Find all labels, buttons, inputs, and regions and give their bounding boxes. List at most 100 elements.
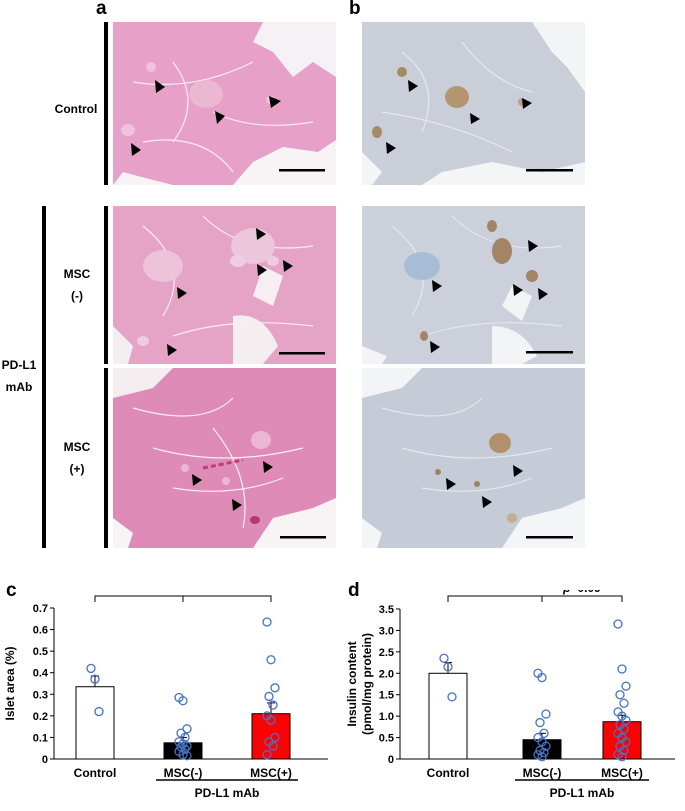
chart-d-insulin-content: 0 0.5 1.0 1.5 2.0 2.5 3.0 3.5 Insulin content (pm… [342, 581, 685, 806]
y-axis-label: Islet area (%) [3, 646, 17, 720]
row-label-msc-neg-line1: MSC [63, 267, 91, 281]
category-label: MSC(-) [164, 766, 203, 780]
row-label-pdl1-line2: mAb [5, 380, 33, 394]
y-axis-label-line2: (pmol/mg protein) [360, 633, 374, 735]
data-point [262, 750, 272, 760]
data-point [270, 683, 280, 693]
data-point [266, 655, 276, 665]
y-axis-label-line1: Insulin content [345, 641, 359, 726]
data-point [182, 751, 192, 761]
row-label-pdl1-line1: PD-L1 [1, 358, 37, 372]
category-label: Control [74, 766, 117, 780]
data-point [619, 724, 629, 734]
group-label: PD-L1 mAb [195, 786, 260, 800]
row-label-msc-pos: MSC (+) [52, 436, 102, 480]
chart-c-islet-area: 0 0.1 0.2 0.3 0.4 0.5 0.6 0.7 Islet area (%) Cont… [0, 581, 340, 806]
significance-bracket [447, 595, 543, 602]
significance-bracket [541, 595, 623, 602]
data-point [619, 698, 629, 708]
panel-letter-b: b [349, 0, 361, 19]
data-point [613, 619, 623, 629]
y-tick-label: 1.0 [379, 711, 394, 723]
he-micrograph-msc-neg [113, 206, 336, 364]
ihc-micrograph-control [362, 22, 585, 185]
row-label-pdl1: PD-L1 mAb [0, 354, 42, 398]
significance-label: * [225, 590, 230, 595]
y-tick-label: 0.4 [33, 668, 49, 680]
row-label-control: Control [54, 102, 98, 116]
panel-letter-a: a [96, 0, 107, 19]
data-point [615, 690, 625, 700]
data-point [621, 737, 631, 747]
msc-neg-row-bracket [104, 206, 108, 364]
data-point [86, 663, 96, 674]
bar-control [428, 672, 468, 760]
data-point [621, 715, 631, 726]
he-micrograph-control [113, 22, 336, 185]
data-point [94, 706, 104, 717]
ihc-micrograph-msc-pos [362, 368, 585, 548]
panel-letter-d: d [348, 580, 360, 601]
data-point [541, 709, 551, 719]
y-tick-label: 0.5 [33, 646, 48, 658]
data-point [270, 732, 280, 743]
data-point [182, 724, 192, 734]
msc-pos-row-bracket [104, 368, 108, 548]
y-tick-label: 0.5 [379, 733, 394, 745]
data-point [443, 662, 453, 672]
ihc-micrograph-msc-neg [362, 206, 585, 364]
row-label-msc-neg: MSC (-) [52, 263, 102, 307]
data-point [617, 752, 627, 762]
y-tick-label: 3.0 [379, 625, 394, 637]
category-label: MSC(+) [250, 766, 292, 780]
panel-letter-c: c [6, 580, 17, 601]
data-point [619, 745, 629, 756]
significance-p-value: =0.09 [570, 590, 601, 595]
data-point [447, 692, 457, 702]
y-tick-label: 0.1 [33, 732, 48, 744]
row-label-msc-pos-line1: MSC [63, 440, 91, 454]
y-tick-label: 0.6 [33, 625, 48, 637]
data-point [539, 728, 549, 738]
y-tick-label: 2.5 [379, 647, 394, 659]
y-tick-label: 0.2 [33, 711, 48, 723]
data-point [266, 715, 276, 725]
data-point [621, 681, 631, 691]
data-point [268, 741, 278, 751]
he-micrograph-msc-pos [113, 368, 336, 548]
category-label: Control [427, 766, 470, 780]
category-label: MSC(+) [601, 766, 643, 780]
row-label-msc-pos-line2: (+) [69, 462, 85, 476]
data-point [537, 672, 547, 683]
pdl1-group-bracket [42, 206, 46, 548]
data-point [178, 696, 188, 706]
significance-bracket [94, 595, 184, 602]
data-point [537, 752, 547, 762]
significance-label: p=0.09 [562, 590, 601, 595]
bar-control [75, 686, 115, 760]
data-point [264, 691, 274, 702]
control-row-bracket [104, 22, 108, 185]
data-point [439, 653, 449, 663]
y-tick-label: 3.5 [379, 604, 394, 616]
data-point [541, 741, 551, 751]
data-point [539, 747, 549, 758]
data-point [617, 664, 627, 674]
chart-d-svg: 0 0.5 1.0 1.5 2.0 2.5 3.0 3.5 Insulin content (pm… [345, 581, 675, 800]
data-point [178, 750, 188, 760]
data-point [180, 732, 190, 743]
significance-label: *** [132, 590, 146, 595]
chart-c-svg: 0 0.1 0.2 0.3 0.4 0.5 0.6 0.7 Islet area (%) Cont… [3, 581, 328, 800]
significance-label: *** [488, 590, 502, 595]
category-label: MSC(-) [523, 766, 562, 780]
significance-p-symbol: p [562, 590, 570, 595]
data-point [90, 674, 100, 684]
data-point [180, 744, 190, 754]
data-point [268, 700, 278, 710]
y-tick-label: 1.5 [379, 690, 394, 702]
significance-bracket [182, 595, 272, 602]
group-label: PD-L1 mAb [550, 786, 615, 800]
row-label-msc-neg-line2: (-) [71, 289, 83, 303]
y-tick-label: 0.7 [33, 603, 48, 615]
data-point [535, 717, 545, 728]
